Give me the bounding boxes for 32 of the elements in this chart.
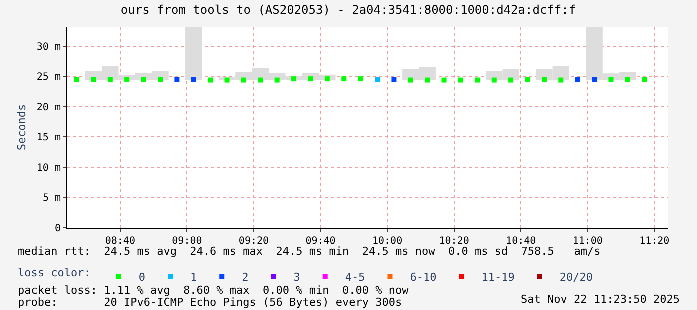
legend-label: 3 — [294, 270, 300, 284]
legend-label: 1 — [190, 270, 198, 284]
y-axis-title: Seconds — [16, 104, 29, 151]
x-tick-label: 11:00 — [572, 236, 603, 247]
y-tick-label: 0 — [54, 224, 61, 234]
x-tick-label: 09:40 — [306, 236, 336, 247]
x-tick-label: 11:20 — [640, 236, 670, 247]
chart-title: ours from tools to (AS202053) - 2a04:3541:8000:1000:d42a:dcff:f — [120, 3, 576, 18]
legend-label: 11-19 — [482, 270, 515, 284]
x-tick-label: 09:00 — [172, 236, 202, 247]
x-tick-label: 09:20 — [238, 236, 270, 247]
y-tick-label: 15 m — [36, 132, 61, 144]
legend-label: 0 — [138, 270, 146, 284]
x-tick-label: 08:40 — [105, 236, 136, 247]
text: packet loss: 1.11 % avg 8.60 % max 0.00 % min 0.00 % now — [18, 284, 410, 297]
legend-label: 6-10 — [410, 270, 437, 284]
y-tick-label: 10 m — [36, 162, 61, 174]
legend-label: 20/20 — [560, 270, 593, 284]
y-tick-label: 25 m — [36, 72, 61, 84]
x-tick-label: 10:20 — [439, 236, 470, 247]
text: Sat Nov 22 11:23:50 2025 — [521, 293, 680, 306]
legend-label: 4-5 — [345, 270, 366, 284]
legend-label: 2 — [242, 270, 249, 284]
y-tick-label: 30 m — [36, 42, 61, 53]
text: median rtt: 24.5 ms avg 24.6 ms max 24.5 ms min 24.5 ms now 0.0 ms sd 758.5 am/s — [18, 245, 601, 258]
legend-title: loss color: — [18, 266, 91, 280]
text: probe: 20 IPv6-ICMP Echo Pings (56 Bytes) every 300s — [18, 296, 402, 309]
x-tick-label: 10:00 — [372, 236, 403, 247]
x-tick-label: 10:40 — [506, 236, 536, 247]
y-tick-label: 20 m — [36, 102, 61, 114]
y-tick-label: 5 m — [42, 193, 61, 204]
bar — [186, 27, 202, 80]
